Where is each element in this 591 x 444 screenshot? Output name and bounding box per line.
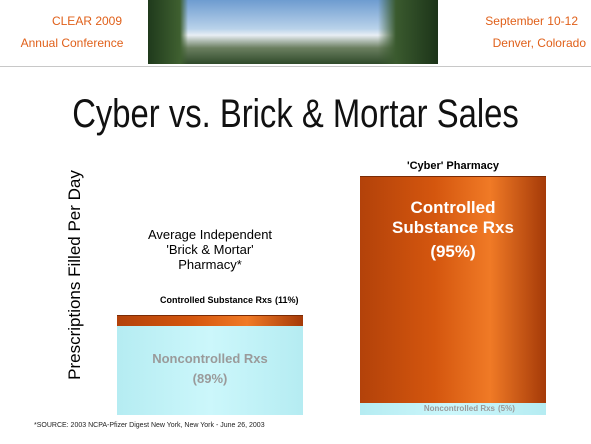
segment-label: Controlled Substance Rxs [380,198,526,239]
header-right: September 10-12 Denver, Colorado [446,10,586,54]
chart-title: Cyber vs. Brick & Mortar Sales [53,92,538,137]
header-text: Denver, Colorado [446,32,586,54]
bar-segment [117,315,303,326]
trees [378,0,438,64]
slide: CLEAR 2009 Annual Conference September 1… [0,0,591,444]
value-label: (5%) [498,404,515,414]
category-label: Average Independent 'Brick & Mortar' Pha… [137,228,283,273]
value-label: (11%) [275,295,299,306]
header-text: Annual Conference [0,32,146,54]
header-text: September 10-12 [446,10,578,32]
segment-label: Controlled Substance Rxs [107,295,272,306]
segment-label: Noncontrolled Rxs [137,351,283,367]
segment-label: Noncontrolled Rxs [385,404,495,414]
trees [148,0,188,64]
header-text: CLEAR 2009 [28,10,146,32]
header-left: CLEAR 2009 Annual Conference [28,10,146,54]
header-image [148,0,438,64]
footnote: *SOURCE: 2003 NCPA-Pfizer Digest New Yor… [34,422,265,429]
value-label: (95%) [360,242,546,262]
y-axis-label: Prescriptions Filled Per Day [65,140,85,410]
value-label: (89%) [117,371,303,387]
category-label: 'Cyber' Pharmacy [360,160,546,172]
